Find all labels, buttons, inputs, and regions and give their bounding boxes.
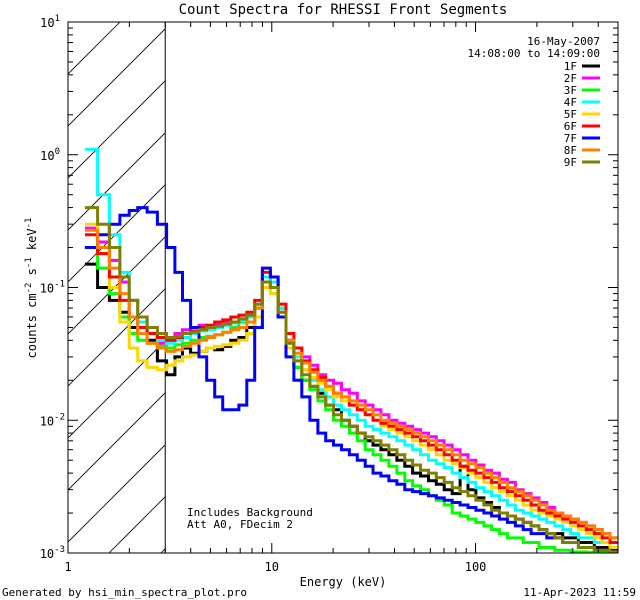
series-line-4F [84, 147, 618, 549]
series-line-3F [84, 246, 618, 553]
annotation-attenuator: Att A0, FDecim 2 [187, 518, 293, 531]
legend-label-3F: 3F [564, 84, 577, 97]
annotation-background: Includes Background [187, 506, 313, 519]
date-label: 16-May-2007 [527, 35, 600, 48]
y-axis-label: counts cm-2 s-1 keV-1 [24, 218, 39, 359]
legend-label-1F: 1F [564, 60, 577, 73]
series-line-7F [84, 206, 618, 553]
series-line-8F [84, 228, 618, 540]
x-tick-label: 1 [64, 560, 71, 574]
time-range-label: 14:08:00 to 14:09:00 [468, 47, 600, 60]
y-tick-label: 10-3 [40, 545, 65, 561]
y-tick-label: 10-1 [40, 280, 65, 296]
legend-label-4F: 4F [564, 96, 577, 109]
plot-frame [67, 21, 619, 554]
x-axis-label: Energy (keV) [300, 575, 387, 589]
x-tick-label: 10 [265, 560, 279, 574]
footer-timestamp: 11-Apr-2023 11:59 [523, 586, 636, 599]
legend-label-9F: 9F [564, 156, 577, 169]
hatched-region [68, 22, 166, 553]
legend-label-8F: 8F [564, 144, 577, 157]
legend-label-7F: 7F [564, 132, 577, 145]
chart-title: Count Spectra for RHESSI Front Segments [179, 2, 508, 18]
y-tick-label: 101 [40, 14, 60, 30]
footer-generated-by: Generated by hsi_min_spectra_plot.pro [2, 586, 247, 599]
y-tick-label: 100 [40, 147, 60, 163]
x-tick-label: 100 [465, 560, 487, 574]
legend-label-6F: 6F [564, 120, 577, 133]
series-line-9F [84, 206, 618, 553]
y-tick-label: 10-2 [40, 412, 65, 428]
legend-label-2F: 2F [564, 72, 577, 85]
legend-label-5F: 5F [564, 108, 577, 121]
